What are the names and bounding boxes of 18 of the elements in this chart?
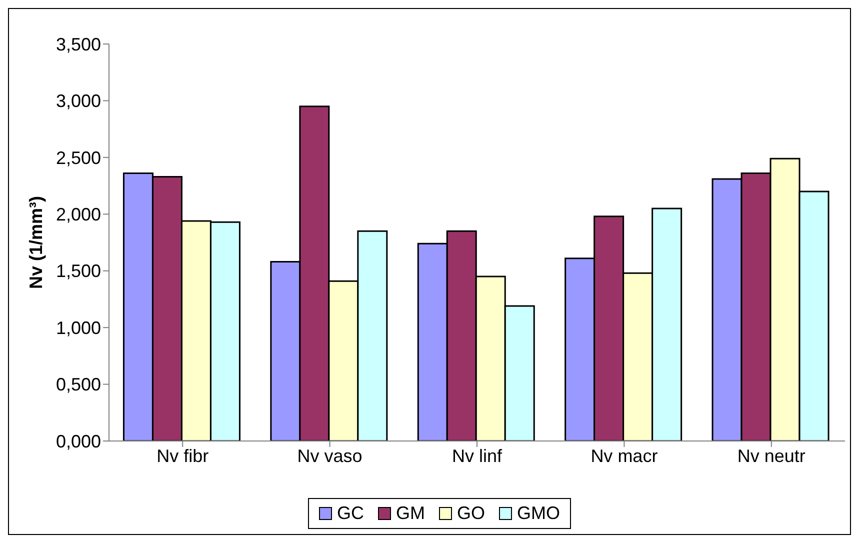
y-axis-title: Nv (1/mm³) — [26, 196, 46, 290]
legend-label: GC — [336, 503, 364, 524]
x-tick-label: Nv neutr — [737, 446, 806, 466]
y-tick-label: 2,000 — [56, 204, 101, 225]
y-tick-label: 3,000 — [56, 91, 101, 112]
x-tick-label: Nv macr — [590, 446, 658, 466]
x-tick-label: Nv fibr — [156, 446, 209, 466]
y-tick-label: 3,500 — [56, 34, 101, 54]
y-tick-label: 0,000 — [56, 431, 101, 452]
legend-label: GM — [394, 503, 425, 524]
y-tick-label: 1,500 — [56, 261, 101, 282]
y-tick-label: 2,500 — [56, 148, 101, 168]
y-tick-label: 1,000 — [56, 318, 101, 338]
legend-label: GO — [456, 503, 485, 524]
y-tick-label: 0,500 — [56, 374, 101, 395]
legend-label: GMO — [516, 503, 560, 524]
x-tick-label: Nv vaso — [297, 446, 362, 466]
x-tick-label: Nv linf — [452, 446, 503, 466]
